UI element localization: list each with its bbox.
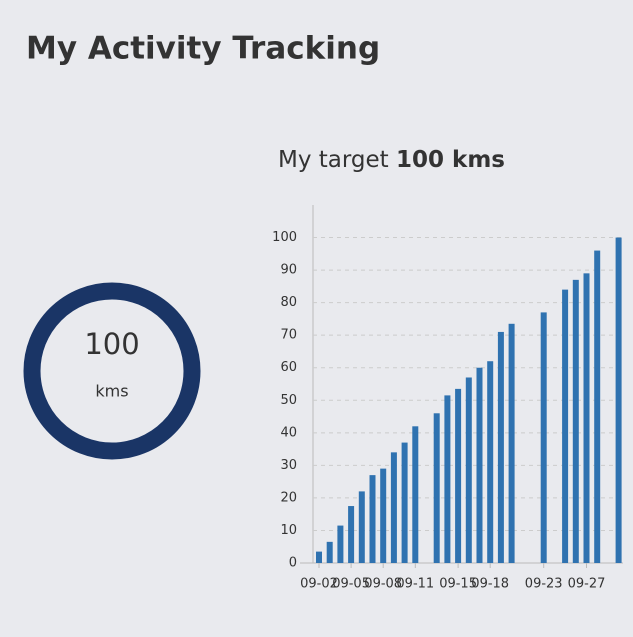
y-tick-label: 90 — [280, 263, 297, 278]
progress-ring — [23, 282, 201, 460]
bar — [369, 475, 376, 563]
x-tick-label: 09-15 — [439, 577, 477, 592]
bar — [444, 395, 451, 563]
y-tick-label: 30 — [280, 458, 297, 473]
y-tick-label: 70 — [280, 328, 297, 343]
x-tick-label: 09-18 — [471, 577, 509, 592]
y-tick-label: 50 — [280, 393, 297, 408]
chart-title-emphasis: 100 kms — [396, 147, 505, 173]
y-tick-label: 0 — [289, 556, 297, 571]
y-tick-label: 100 — [272, 230, 297, 245]
bar — [316, 551, 322, 563]
bar — [615, 237, 622, 563]
bar — [455, 388, 462, 563]
x-tick-label: 09-11 — [396, 577, 434, 592]
bar — [401, 442, 408, 563]
bar — [487, 361, 494, 563]
x-tick-label: 09-23 — [525, 577, 563, 592]
bar — [390, 452, 397, 563]
bar — [572, 279, 579, 563]
x-tick-label: 09-08 — [364, 577, 402, 592]
chart-title-text: My target — [278, 147, 389, 173]
ring-value: 100 — [84, 327, 139, 361]
bar — [594, 250, 601, 563]
x-tick-label: 09-02 — [300, 577, 338, 592]
page-title: My Activity Tracking — [26, 31, 380, 67]
x-tick-label: 09-05 — [332, 577, 370, 592]
bar — [465, 377, 472, 563]
bar — [540, 312, 547, 563]
bar — [508, 323, 515, 563]
bar — [380, 468, 387, 563]
y-tick-label: 20 — [280, 490, 297, 505]
bar — [358, 491, 365, 563]
bar — [497, 331, 504, 563]
bar — [412, 426, 419, 563]
y-tick-label: 80 — [280, 295, 297, 310]
bar — [583, 273, 590, 563]
x-tick-label: 09-27 — [568, 577, 606, 592]
bar — [433, 413, 440, 563]
bar — [476, 367, 483, 563]
bar — [348, 506, 355, 563]
y-tick-label: 60 — [280, 360, 297, 375]
y-tick-label: 10 — [280, 523, 297, 538]
ring-unit: kms — [95, 382, 128, 401]
bar — [337, 525, 344, 563]
bar — [326, 541, 333, 563]
y-tick-label: 40 — [280, 425, 297, 440]
bar — [562, 289, 569, 563]
chart-title: My target 100 kms — [278, 147, 505, 173]
